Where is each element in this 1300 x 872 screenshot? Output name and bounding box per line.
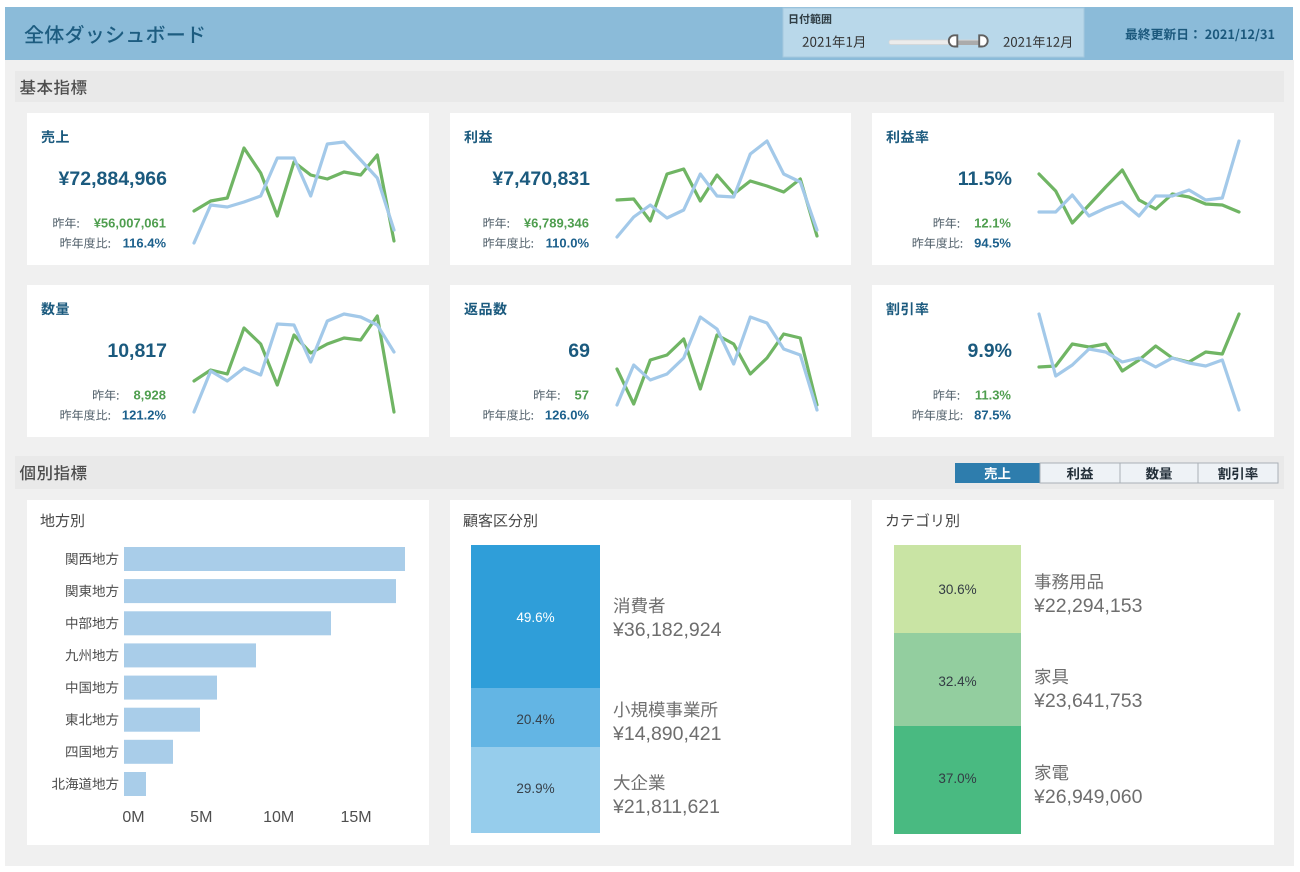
svg-text:37.0%: 37.0% bbox=[938, 771, 976, 786]
svg-text:49.6%: 49.6% bbox=[516, 610, 554, 625]
svg-text:121.2%: 121.2% bbox=[122, 408, 167, 423]
svg-text:¥56,007,061: ¥56,007,061 bbox=[94, 216, 166, 231]
svg-text:¥7,470,831: ¥7,470,831 bbox=[492, 168, 590, 190]
svg-text:32.4%: 32.4% bbox=[938, 674, 976, 689]
svg-text:¥21,811,621: ¥21,811,621 bbox=[612, 796, 720, 818]
svg-text:10M: 10M bbox=[263, 809, 294, 826]
svg-text:11.5%: 11.5% bbox=[958, 168, 1012, 190]
svg-text:¥23,641,753: ¥23,641,753 bbox=[1033, 690, 1142, 712]
svg-text:10,817: 10,817 bbox=[107, 340, 167, 362]
svg-text:87.5%: 87.5% bbox=[974, 408, 1011, 423]
svg-text:69: 69 bbox=[568, 340, 590, 362]
svg-text:94.5%: 94.5% bbox=[974, 236, 1011, 251]
svg-text:¥14,890,421: ¥14,890,421 bbox=[612, 723, 721, 745]
svg-text:116.4%: 116.4% bbox=[123, 236, 167, 251]
svg-text:30.6%: 30.6% bbox=[938, 582, 976, 597]
svg-text:126.0%: 126.0% bbox=[545, 408, 590, 423]
svg-text:8,928: 8,928 bbox=[133, 388, 166, 403]
svg-text:5M: 5M bbox=[190, 809, 212, 826]
svg-text:57: 57 bbox=[575, 388, 589, 403]
svg-text:¥26,949,060: ¥26,949,060 bbox=[1033, 786, 1143, 808]
svg-text:¥36,182,924: ¥36,182,924 bbox=[612, 619, 722, 641]
svg-text:20.4%: 20.4% bbox=[516, 712, 554, 727]
svg-text:11.3%: 11.3% bbox=[975, 388, 1012, 403]
svg-text:¥72,884,966: ¥72,884,966 bbox=[59, 168, 168, 190]
svg-text:15M: 15M bbox=[340, 809, 371, 826]
svg-text:¥6,789,346: ¥6,789,346 bbox=[524, 216, 589, 231]
svg-text:12.1%: 12.1% bbox=[974, 216, 1011, 231]
svg-text:110.0%: 110.0% bbox=[546, 236, 590, 251]
svg-text:29.9%: 29.9% bbox=[516, 781, 554, 796]
svg-text:9.9%: 9.9% bbox=[968, 340, 1012, 362]
svg-text:0M: 0M bbox=[122, 809, 144, 826]
svg-text:¥22,294,153: ¥22,294,153 bbox=[1033, 595, 1142, 617]
